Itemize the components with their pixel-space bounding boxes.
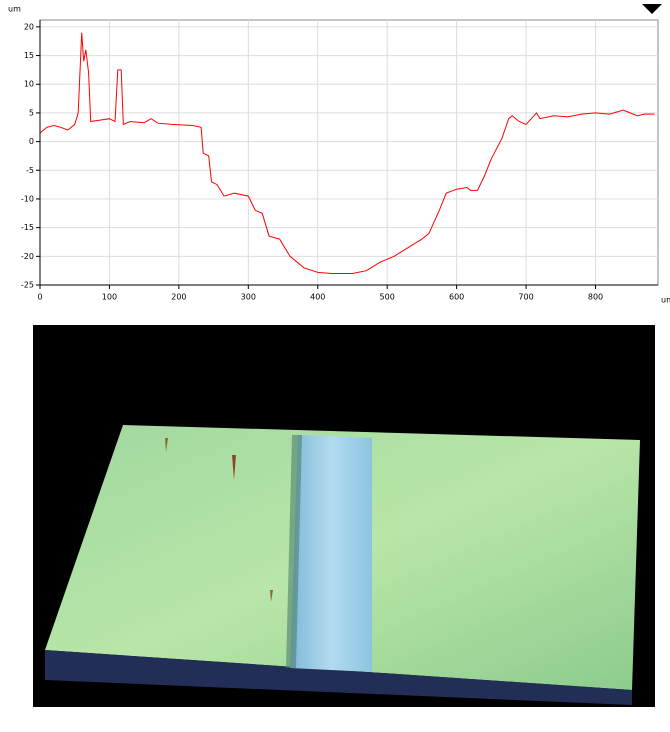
marker: [642, 4, 662, 14]
x-tick-label: 700: [518, 293, 533, 302]
y-tick-label: 20: [24, 22, 34, 31]
peak: [232, 455, 236, 480]
surface-edge: [45, 650, 632, 705]
y-tick-label: 10: [24, 80, 34, 89]
x-tick-label: 800: [588, 293, 603, 302]
y-tick-label: -10: [21, 194, 34, 203]
y-tick-label: -15: [21, 223, 34, 232]
x-tick-label: 200: [171, 293, 186, 302]
y-tick-label: 15: [24, 51, 34, 60]
plot-area: [39, 19, 659, 286]
x-tick-label: 500: [380, 293, 395, 302]
x-tick-label: 0: [37, 293, 42, 302]
y-tick-label: -5: [26, 166, 34, 175]
trench-wall: [286, 435, 302, 668]
line: [39, 32, 655, 274]
x-tick-label: 100: [102, 293, 117, 302]
y-tick-label: -20: [21, 252, 34, 261]
y-tick-label: 5: [29, 108, 34, 117]
y-tick-label: 0: [29, 137, 34, 146]
x-tick-label: 600: [449, 293, 464, 302]
y-tick-label: -25: [21, 281, 34, 290]
x-axis-label: um: [661, 296, 670, 305]
peak: [270, 590, 273, 602]
x-tick-label: 300: [241, 293, 256, 302]
trench: [290, 435, 372, 672]
peak: [165, 438, 168, 452]
y-axis-label: um: [8, 5, 21, 14]
x-tick-label: 400: [310, 293, 325, 302]
